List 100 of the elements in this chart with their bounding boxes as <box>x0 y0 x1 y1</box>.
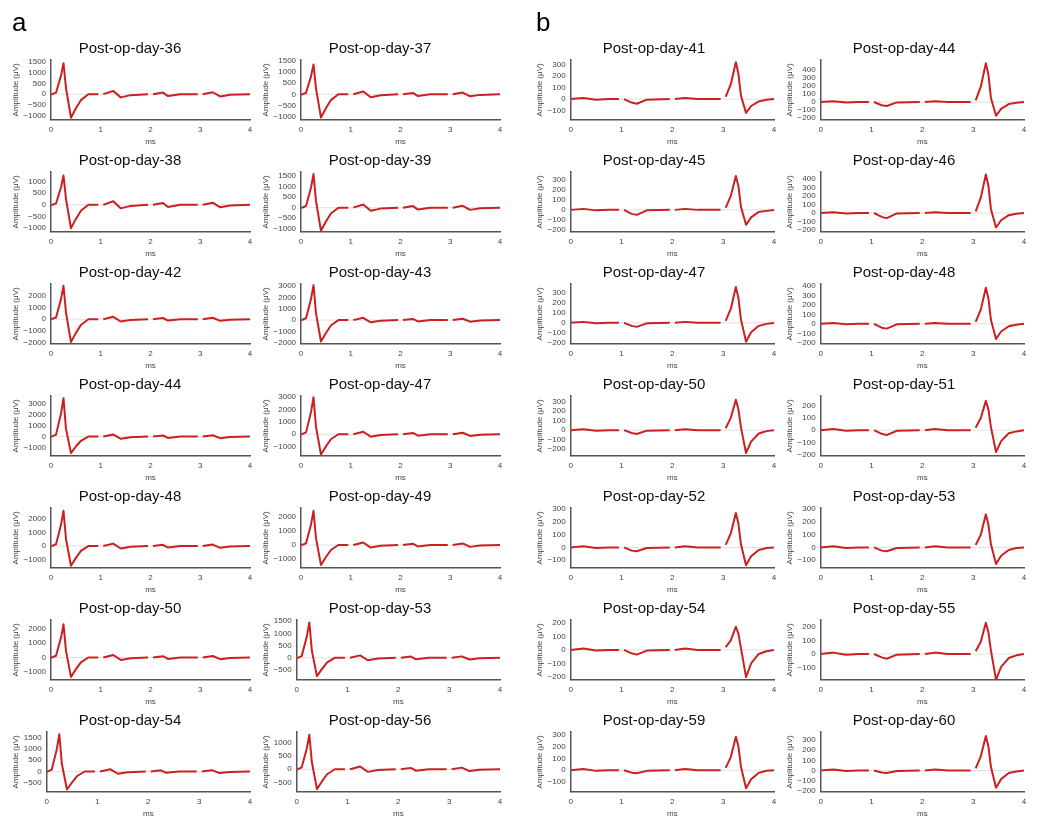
chart-title: Post-op-day-44 <box>852 39 956 57</box>
x-tick-label: 4 <box>771 236 777 246</box>
x-tick-label: 0 <box>48 460 54 470</box>
y-tick-label: −1000 <box>273 326 297 336</box>
y-tick-label: 200 <box>552 185 567 195</box>
x-tick-label: 1 <box>869 348 875 358</box>
x-tick-label: 3 <box>448 124 454 134</box>
y-axis-title: Amplitude (μV) <box>261 735 270 789</box>
x-tick-label: 4 <box>497 684 503 694</box>
y-tick-label: 1000 <box>278 417 297 427</box>
y-tick-label: 0 <box>291 202 297 212</box>
x-tick-label: 3 <box>196 796 202 806</box>
y-tick-label: 0 <box>41 200 47 210</box>
x-axis-title: ms <box>916 809 928 819</box>
x-tick-label: 4 <box>247 684 253 694</box>
x-axis-title: ms <box>395 585 406 595</box>
x-tick-label: 4 <box>771 572 777 582</box>
y-axis-title: Amplitude (μV) <box>261 287 270 341</box>
y-tick-label: 200 <box>552 406 567 416</box>
text: a <box>11 7 28 38</box>
x-tick-label: 4 <box>247 236 253 246</box>
x-tick-label: 2 <box>670 460 676 470</box>
y-tick-label: 1500 <box>273 616 293 626</box>
chart-title: Post-op-day-53 <box>328 599 432 617</box>
y-tick-label: 2000 <box>28 623 47 633</box>
y-tick-label: 100 <box>802 529 817 539</box>
x-tick-label: 1 <box>98 348 104 358</box>
chart-title: Post-op-day-43 <box>328 263 432 281</box>
y-tick-label: 0 <box>41 652 47 662</box>
x-axis-title: ms <box>916 473 928 483</box>
x-tick-label: 3 <box>198 348 204 358</box>
x-tick-label: 4 <box>247 572 253 582</box>
x-tick-label: 4 <box>497 236 503 246</box>
x-tick-label: 0 <box>48 684 54 694</box>
y-tick-label: 1000 <box>28 420 47 430</box>
y-tick-label: 2000 <box>28 409 47 419</box>
y-tick-label: 2000 <box>28 514 47 524</box>
x-tick-label: 0 <box>298 572 304 582</box>
y-tick-label: −500 <box>278 100 297 110</box>
y-tick-label: 200 <box>552 71 567 81</box>
y-axis-title: Amplitude (μV) <box>535 735 544 789</box>
x-axis-title: ms <box>666 473 678 483</box>
y-tick-label: 0 <box>291 429 297 439</box>
x-tick-label: 2 <box>920 124 926 134</box>
x-axis-title: ms <box>395 473 406 483</box>
x-tick-label: 0 <box>48 572 54 582</box>
x-tick-label: 2 <box>398 236 404 246</box>
x-tick-label: 3 <box>720 124 726 134</box>
y-tick-label: 500 <box>32 188 47 198</box>
y-tick-label: 0 <box>811 425 817 435</box>
y-tick-label: 300 <box>552 59 567 69</box>
x-tick-label: 0 <box>818 572 824 582</box>
y-tick-label: 100 <box>552 415 567 425</box>
y-tick-label: 1000 <box>28 68 47 78</box>
y-tick-label: 0 <box>561 425 567 435</box>
text: b <box>535 7 552 38</box>
x-tick-label: 4 <box>247 348 253 358</box>
y-tick-label: 1000 <box>28 302 47 312</box>
x-axis-title: ms <box>916 585 928 595</box>
x-axis-title: ms <box>666 249 678 259</box>
x-axis-title: ms <box>145 697 156 707</box>
y-tick-label: 100 <box>552 631 567 641</box>
y-tick-label: −100 <box>547 434 567 444</box>
chart-title: Post-op-day-44 <box>78 375 182 393</box>
x-tick-label: 4 <box>497 348 503 358</box>
x-tick-label: 2 <box>670 572 676 582</box>
x-tick-label: 3 <box>448 236 454 246</box>
x-tick-label: 1 <box>619 348 625 358</box>
y-axis-title: Amplitude (μV) <box>535 287 544 341</box>
y-tick-label: −1000 <box>23 554 47 564</box>
chart-title: Post-op-day-42 <box>78 263 182 281</box>
x-tick-label: 1 <box>348 348 354 358</box>
chart-title: Post-op-day-49 <box>328 487 432 505</box>
y-tick-label: 3000 <box>278 392 297 402</box>
y-axis-title: Amplitude (μV) <box>11 175 20 229</box>
x-tick-label: 2 <box>670 236 676 246</box>
y-tick-label: 1000 <box>278 67 297 77</box>
x-tick-label: 1 <box>869 796 875 806</box>
x-tick-label: 1 <box>619 572 625 582</box>
y-tick-label: 300 <box>802 72 817 82</box>
y-tick-label: 200 <box>802 400 817 410</box>
y-tick-label: −200 <box>797 338 817 348</box>
x-tick-label: 3 <box>198 684 204 694</box>
x-tick-label: 1 <box>619 236 625 246</box>
y-tick-label: −200 <box>547 672 567 682</box>
x-tick-label: 0 <box>568 796 574 806</box>
x-tick-label: 2 <box>148 460 154 470</box>
y-axis-title: Amplitude (μV) <box>261 63 270 117</box>
y-tick-label: 400 <box>802 174 817 184</box>
x-tick-label: 1 <box>345 684 351 694</box>
x-tick-label: 1 <box>619 796 625 806</box>
x-axis-title: ms <box>916 249 928 259</box>
chart-title: Post-op-day-41 <box>602 39 706 57</box>
y-tick-label: −1000 <box>23 110 47 120</box>
x-tick-label: 1 <box>869 572 875 582</box>
y-axis-title: Amplitude (μV) <box>785 287 794 341</box>
chart-title: Post-op-day-48 <box>852 263 956 281</box>
x-tick-label: 0 <box>298 460 304 470</box>
y-tick-label: 0 <box>41 431 47 441</box>
chart-title: Post-op-day-48 <box>78 487 182 505</box>
